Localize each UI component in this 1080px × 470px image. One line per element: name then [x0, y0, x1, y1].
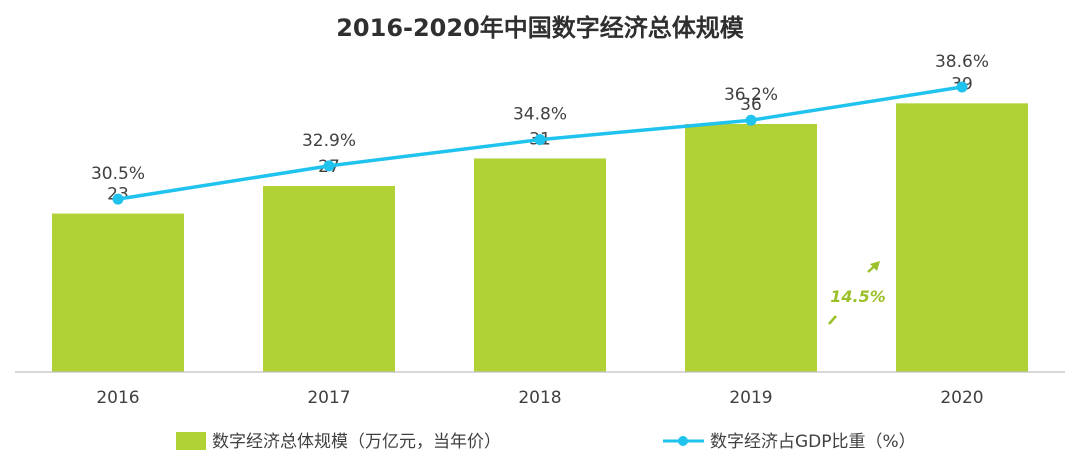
- line-point-2016: [112, 193, 124, 205]
- legend-bar-swatch: [176, 432, 206, 450]
- x-tick-group: 2016 2017 2018 2019 2020: [96, 388, 983, 408]
- bar-2018: [474, 158, 606, 372]
- line-group: 30.5% 32.9% 34.8% 36.2% 38.6%: [91, 52, 989, 205]
- legend-line-marker: [678, 436, 688, 446]
- growth-arrow-tail: [828, 315, 837, 325]
- bar-value-label-2019: 36: [740, 95, 762, 115]
- x-tick-2017: 2017: [307, 388, 350, 408]
- legend: 数字经济总体规模（万亿元，当年价） 数字经济占GDP比重（%）: [176, 432, 916, 452]
- chart-title: 2016-2020年中国数字经济总体规模: [336, 14, 745, 42]
- x-tick-2020: 2020: [940, 388, 983, 408]
- line-value-label-2016: 30.5%: [91, 164, 145, 184]
- line-point-2020: [956, 81, 968, 93]
- bar-2017: [263, 186, 395, 372]
- line-point-2019: [745, 114, 757, 126]
- line-value-label-2018: 34.8%: [513, 105, 567, 125]
- legend-line-label: 数字经济占GDP比重（%）: [710, 432, 916, 452]
- x-tick-2018: 2018: [518, 388, 561, 408]
- line-point-2018: [534, 134, 546, 146]
- line-value-label-2019: 36.2%: [724, 85, 778, 105]
- growth-arrow-head: [870, 261, 880, 271]
- growth-annotation: 14.5%: [828, 261, 886, 325]
- legend-bar-label: 数字经济总体规模（万亿元，当年价）: [212, 432, 501, 452]
- line-point-2017: [323, 160, 335, 172]
- x-tick-2016: 2016: [96, 388, 139, 408]
- bar-2016: [52, 213, 184, 372]
- growth-rate-label: 14.5%: [830, 287, 886, 306]
- bar-2020: [896, 103, 1028, 372]
- line-value-label-2017: 32.9%: [302, 131, 356, 151]
- bar-2019: [685, 124, 817, 372]
- line-value-label-2020: 38.6%: [935, 52, 989, 72]
- x-tick-2019: 2019: [729, 388, 772, 408]
